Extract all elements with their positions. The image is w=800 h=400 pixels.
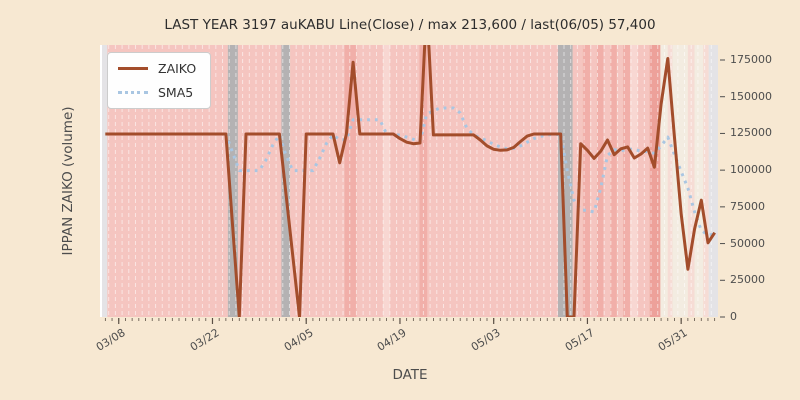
price-band [667,45,673,317]
price-band [557,45,573,317]
legend: ZAIKO SMA5 [107,52,212,109]
sma5-dotted-swatch-icon [118,91,148,94]
series-zaiko-line [105,45,716,317]
zaiko-line-swatch-icon [118,67,148,70]
price-band [383,45,390,317]
legend-item-sma5: SMA5 [118,85,196,100]
y-tick-label: 50000 [730,236,765,250]
price-band [622,45,631,317]
price-band [603,45,611,317]
price-band [630,45,638,317]
price-band [290,45,345,317]
x-axis-label: DATE [392,367,428,383]
y-tick-label: 150000 [730,89,772,103]
price-band [694,45,704,317]
legend-label-zaiko: ZAIKO [158,61,197,76]
price-band [637,45,650,317]
chart-title: LAST YEAR 3197 auKABU Line(Close) / max … [164,17,656,33]
legend-label-sma5: SMA5 [158,85,194,100]
price-band [616,45,623,317]
y-tick-label: 125000 [730,126,772,140]
price-band [582,45,591,317]
price-band [703,45,709,317]
price-band [102,45,108,317]
price-band [596,45,604,317]
y-tick-label: 75000 [730,199,765,213]
y-tick-label: 0 [730,310,737,323]
price-band [389,45,420,317]
price-band [590,45,597,317]
price-band [649,45,661,317]
y-tick-label: 175000 [730,53,772,66]
y-tick-label: 100000 [730,163,772,177]
legend-item-zaiko: ZAIKO [118,61,196,76]
price-band [227,45,238,317]
y-axis-label: IPPAN ZAIKO (volume) [60,106,76,256]
y-tick-label: 25000 [730,273,765,287]
price-band [427,45,558,317]
price-band [708,45,718,317]
series-sma5-line [132,106,715,237]
price-band [610,45,617,317]
